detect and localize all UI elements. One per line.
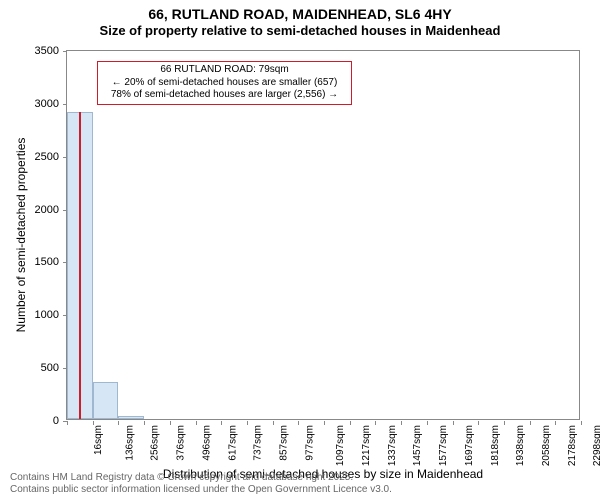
property-marker-line [79, 112, 81, 419]
x-tick-mark [581, 421, 582, 425]
x-tick-label: 256sqm [150, 425, 161, 461]
histogram-bar [93, 382, 119, 419]
x-tick-label: 1217sqm [361, 425, 372, 466]
x-tick-mark [221, 421, 222, 425]
x-tick-label: 2178sqm [567, 425, 578, 466]
annotation-line: 66 RUTLAND ROAD: 79sqm [102, 64, 347, 77]
x-tick-mark [67, 421, 68, 425]
x-tick-mark [247, 421, 248, 425]
x-tick-mark [530, 421, 531, 425]
chart-container: Number of semi-detached properties 05001… [66, 50, 580, 420]
x-tick-label: 1457sqm [413, 425, 424, 466]
y-tick-label: 500 [19, 362, 59, 374]
x-tick-mark [350, 421, 351, 425]
x-tick-label: 2298sqm [592, 425, 600, 466]
x-tick-label: 1938sqm [515, 425, 526, 466]
x-tick-mark [478, 421, 479, 425]
footer-attribution: Contains HM Land Registry data © Crown c… [10, 472, 392, 496]
x-tick-label: 1097sqm [335, 425, 346, 466]
y-tick-label: 1000 [19, 309, 59, 321]
x-tick-mark [504, 421, 505, 425]
y-axis-label: Number of semi-detached properties [14, 138, 28, 333]
x-tick-mark [375, 421, 376, 425]
x-tick-mark [273, 421, 274, 425]
x-tick-mark [170, 421, 171, 425]
y-tick-mark [63, 51, 67, 52]
x-tick-label: 857sqm [278, 425, 289, 461]
y-tick-label: 1500 [19, 256, 59, 268]
x-tick-mark [453, 421, 454, 425]
annotation-line: ← 20% of semi-detached houses are smalle… [102, 77, 347, 90]
y-tick-label: 3000 [19, 98, 59, 110]
x-tick-mark [144, 421, 145, 425]
y-tick-label: 3500 [19, 45, 59, 57]
annotation-box: 66 RUTLAND ROAD: 79sqm← 20% of semi-deta… [97, 61, 352, 105]
x-tick-mark [93, 421, 94, 425]
y-tick-mark [63, 104, 67, 105]
x-tick-label: 1818sqm [490, 425, 501, 466]
x-tick-label: 737sqm [253, 425, 264, 461]
x-tick-mark [298, 421, 299, 425]
y-tick-label: 0 [19, 415, 59, 427]
x-tick-label: 16sqm [93, 425, 104, 455]
footer-line2: Contains public sector information licen… [10, 484, 392, 496]
x-tick-label: 617sqm [227, 425, 238, 461]
y-tick-label: 2000 [19, 204, 59, 216]
x-tick-label: 496sqm [201, 425, 212, 461]
x-tick-label: 1697sqm [464, 425, 475, 466]
x-tick-label: 136sqm [124, 425, 135, 461]
x-tick-mark [555, 421, 556, 425]
annotation-line: 78% of semi-detached houses are larger (… [102, 89, 347, 102]
x-tick-mark [196, 421, 197, 425]
x-tick-label: 376sqm [176, 425, 187, 461]
x-tick-label: 2058sqm [541, 425, 552, 466]
page-title-line2: Size of property relative to semi-detach… [0, 23, 600, 38]
x-tick-label: 1337sqm [387, 425, 398, 466]
x-tick-label: 1577sqm [438, 425, 449, 466]
x-tick-mark [427, 421, 428, 425]
histogram-bar [118, 416, 144, 419]
x-tick-mark [118, 421, 119, 425]
y-tick-label: 2500 [19, 151, 59, 163]
x-tick-mark [324, 421, 325, 425]
plot-area: 050010001500200025003000350016sqm136sqm2… [66, 50, 580, 420]
page-title-line1: 66, RUTLAND ROAD, MAIDENHEAD, SL6 4HY [0, 6, 600, 22]
x-tick-mark [401, 421, 402, 425]
footer-line1: Contains HM Land Registry data © Crown c… [10, 472, 392, 484]
x-tick-label: 977sqm [304, 425, 315, 461]
